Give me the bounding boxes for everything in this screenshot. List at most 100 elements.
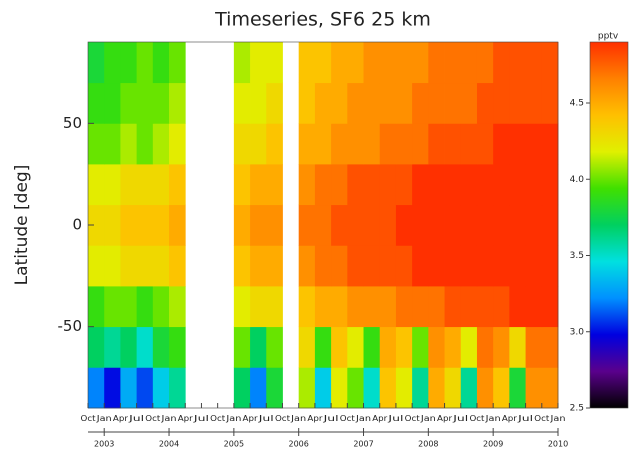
x-tick-label: Oct (81, 414, 96, 423)
heatmap-cell (509, 82, 526, 124)
heatmap-cell (298, 164, 316, 206)
heatmap-cell (476, 123, 494, 165)
heatmap-cell (525, 82, 543, 124)
heatmap-cell (314, 164, 332, 206)
x-tick-label: Jul (387, 414, 404, 423)
heatmap-cell (476, 286, 494, 328)
heatmap-cell (509, 286, 526, 328)
heatmap-cell (379, 123, 397, 165)
heatmap-cell (233, 164, 251, 206)
heatmap-cell (412, 42, 429, 84)
heatmap-cell (250, 164, 267, 206)
heatmap-cell (298, 286, 316, 328)
x-tick-label: Apr (113, 414, 129, 423)
heatmap-cell (541, 164, 559, 206)
heatmap-cell (120, 42, 138, 84)
colorbar-tick-label: 3.0 (570, 327, 585, 337)
heatmap-cell (233, 204, 251, 246)
heatmap-cell (314, 82, 332, 124)
heatmap-cell (395, 42, 413, 84)
heatmap-cell (395, 164, 413, 206)
x-tick-label: Jul (516, 414, 533, 423)
heatmap-cell (314, 286, 332, 328)
x-tick-label: Jul (257, 414, 274, 423)
x-tick-label: Oct (340, 414, 355, 423)
heatmap-cell (331, 245, 348, 287)
heatmap-cell (250, 326, 267, 368)
heatmap-cell (314, 367, 332, 409)
heatmap-cell (152, 245, 170, 287)
heatmap-cell (428, 82, 445, 124)
heatmap-cell (379, 164, 397, 206)
heatmap-cell (88, 123, 105, 165)
heatmap-cell (444, 164, 462, 206)
heatmap-cell (136, 42, 154, 84)
heatmap-cell (233, 286, 251, 328)
heatmap-cell (136, 367, 154, 409)
heatmap-cell (525, 367, 543, 409)
heatmap-cell (250, 42, 267, 84)
heatmap-cell (266, 367, 283, 409)
heatmap-cell (525, 42, 543, 84)
heatmap-cell (120, 123, 138, 165)
heatmap-cell (233, 367, 251, 409)
heatmap-cell (104, 123, 121, 165)
x-tick-label: Oct (275, 414, 290, 423)
heatmap-cell (169, 123, 186, 165)
heatmap-cell (347, 204, 364, 246)
heatmap-cell (541, 326, 559, 368)
heatmap-cell (428, 123, 445, 165)
heatmap-cell (250, 245, 267, 287)
heatmap-cell (412, 245, 429, 287)
heatmap-cell (476, 245, 494, 287)
x-tick-label: Jan (484, 414, 501, 423)
heatmap-cell (460, 286, 478, 328)
heatmap-cell (476, 82, 494, 124)
x-tick-label: Jan (95, 414, 112, 423)
heatmap-cell (460, 245, 478, 287)
heatmap-cell (250, 204, 267, 246)
heatmap-cell (412, 82, 429, 124)
heatmap-cell (331, 82, 348, 124)
heatmap-cell (314, 123, 332, 165)
y-tick-label: 0 (72, 216, 82, 234)
heatmap-cell (444, 204, 462, 246)
year-tick-label: 2010 (548, 440, 568, 449)
heatmap-cell (395, 286, 413, 328)
heatmap-cell (347, 245, 364, 287)
heatmap-cell (541, 82, 559, 124)
heatmap-cell (428, 204, 445, 246)
heatmap-cell (104, 164, 121, 206)
heatmap-cell (363, 164, 381, 206)
heatmap-cell (509, 204, 526, 246)
x-tick-label: Oct (145, 414, 160, 423)
heatmap-cell (314, 42, 332, 84)
heatmap-cell (493, 245, 510, 287)
heatmap-cell (331, 123, 348, 165)
heatmap-cell (347, 367, 364, 409)
heatmap-cell (104, 82, 121, 124)
heatmap-cell (298, 204, 316, 246)
heatmap-cell (379, 42, 397, 84)
heatmap-cell (169, 245, 186, 287)
heatmap-cell (136, 123, 154, 165)
x-tick-label: Apr (437, 414, 453, 423)
heatmap-cell (493, 123, 510, 165)
colorbar (589, 41, 629, 409)
heatmap-cell (331, 367, 348, 409)
heatmap-cell (412, 164, 429, 206)
heatmap-cell (88, 82, 105, 124)
heatmap-cell (233, 123, 251, 165)
heatmap-cell (120, 326, 138, 368)
heatmap-cell (509, 123, 526, 165)
heatmap-cell (347, 82, 364, 124)
heatmap-cell (460, 367, 478, 409)
year-tick-label: 2004 (159, 440, 179, 449)
heatmap-cell (525, 245, 543, 287)
y-axis-label: Latitude [deg] (12, 165, 32, 286)
heatmap-cell (104, 42, 121, 84)
heatmap-cell (152, 326, 170, 368)
heatmap-cell (363, 326, 381, 368)
heatmap-cell (88, 164, 105, 206)
colorbar-tick-label: 2.5 (570, 404, 584, 414)
